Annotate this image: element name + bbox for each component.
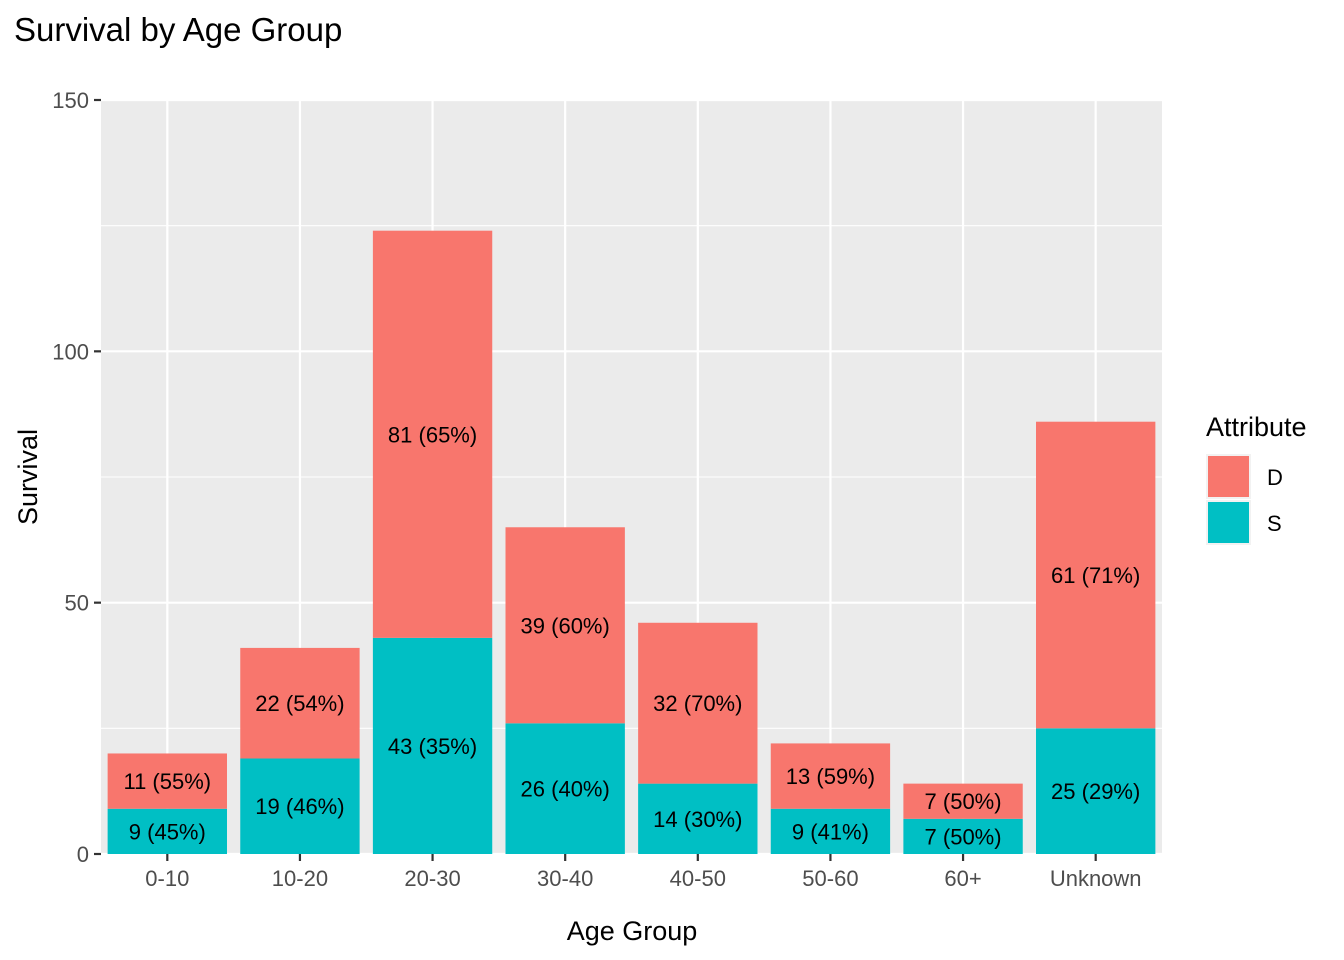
- bar-label-D-20-30: 81 (65%): [388, 422, 477, 447]
- bar-label-D-10-20: 22 (54%): [255, 691, 344, 716]
- bar-label-S-30-40: 26 (40%): [521, 777, 610, 802]
- bar-label-D-60+: 7 (50%): [925, 789, 1002, 814]
- bar-S-50-60: [770, 808, 891, 854]
- bar-label-D-0-10: 11 (55%): [123, 769, 211, 794]
- x-tick-label: 50-60: [802, 866, 858, 891]
- legend-swatch-D: [1208, 456, 1249, 497]
- chart-title: Survival by Age Group: [14, 11, 342, 48]
- bar-S-Unknown: [1036, 728, 1156, 854]
- bar-D-50-60: [770, 743, 891, 809]
- bar-label-D-30-40: 39 (60%): [521, 613, 610, 638]
- bar-D-20-30: [372, 230, 493, 638]
- bar-label-S-50-60: 9 (41%): [792, 819, 869, 844]
- y-axis-title: Survival: [13, 429, 43, 525]
- y-tick-label: 50: [65, 591, 89, 616]
- bar-label-S-0-10: 9 (45%): [129, 819, 206, 844]
- bar-S-60+: [903, 818, 1023, 854]
- y-tick-label: 150: [52, 88, 89, 113]
- bar-D-60+: [903, 783, 1023, 819]
- bar-D-0-10: [107, 753, 227, 809]
- plot-area: 9 (45%) 19 (46%) 43 (35%) 26 (40%) 14 (30%) 9…: [52, 88, 1162, 891]
- x-tick-label: 20-30: [404, 866, 460, 891]
- legend-title: Attribute: [1206, 412, 1307, 442]
- legend-swatch-S: [1208, 502, 1249, 543]
- legend-label-S: S: [1267, 511, 1282, 536]
- bar-label-S-Unknown: 25 (29%): [1051, 779, 1140, 804]
- bar-S-10-20: [240, 758, 360, 854]
- x-tick-label: 60+: [944, 866, 981, 891]
- x-tick-label: 0-10: [145, 866, 189, 891]
- bar-D-40-50: [638, 622, 758, 784]
- bar-D-30-40: [505, 527, 625, 724]
- bar-label-D-50-60: 13 (59%): [786, 764, 875, 789]
- bar-S-0-10: [107, 808, 227, 854]
- x-axis-title: Age Group: [567, 916, 698, 946]
- bar-label-S-60+: 7 (50%): [925, 824, 1002, 849]
- bar-S-20-30: [372, 637, 493, 854]
- bar-label-D-Unknown: 61 (71%): [1051, 563, 1140, 588]
- bar-label-S-20-30: 43 (35%): [388, 734, 477, 759]
- legend-label-D: D: [1267, 465, 1283, 490]
- bar-label-S-40-50: 14 (30%): [653, 807, 742, 832]
- bar-label-S-10-20: 19 (46%): [255, 794, 344, 819]
- bar-S-30-40: [505, 723, 625, 854]
- x-tick-label: Unknown: [1050, 866, 1142, 891]
- x-tick-label: 10-20: [272, 866, 328, 891]
- y-tick-label: 0: [77, 842, 89, 867]
- bar-S-40-50: [638, 783, 758, 854]
- x-tick-label: 40-50: [670, 866, 726, 891]
- bar-label-D-40-50: 32 (70%): [653, 691, 742, 716]
- legend: Attribute DS: [1206, 412, 1307, 545]
- y-tick-label: 100: [52, 339, 89, 364]
- bar-D-Unknown: [1036, 421, 1156, 729]
- bar-D-10-20: [240, 647, 360, 759]
- x-tick-label: 30-40: [537, 866, 593, 891]
